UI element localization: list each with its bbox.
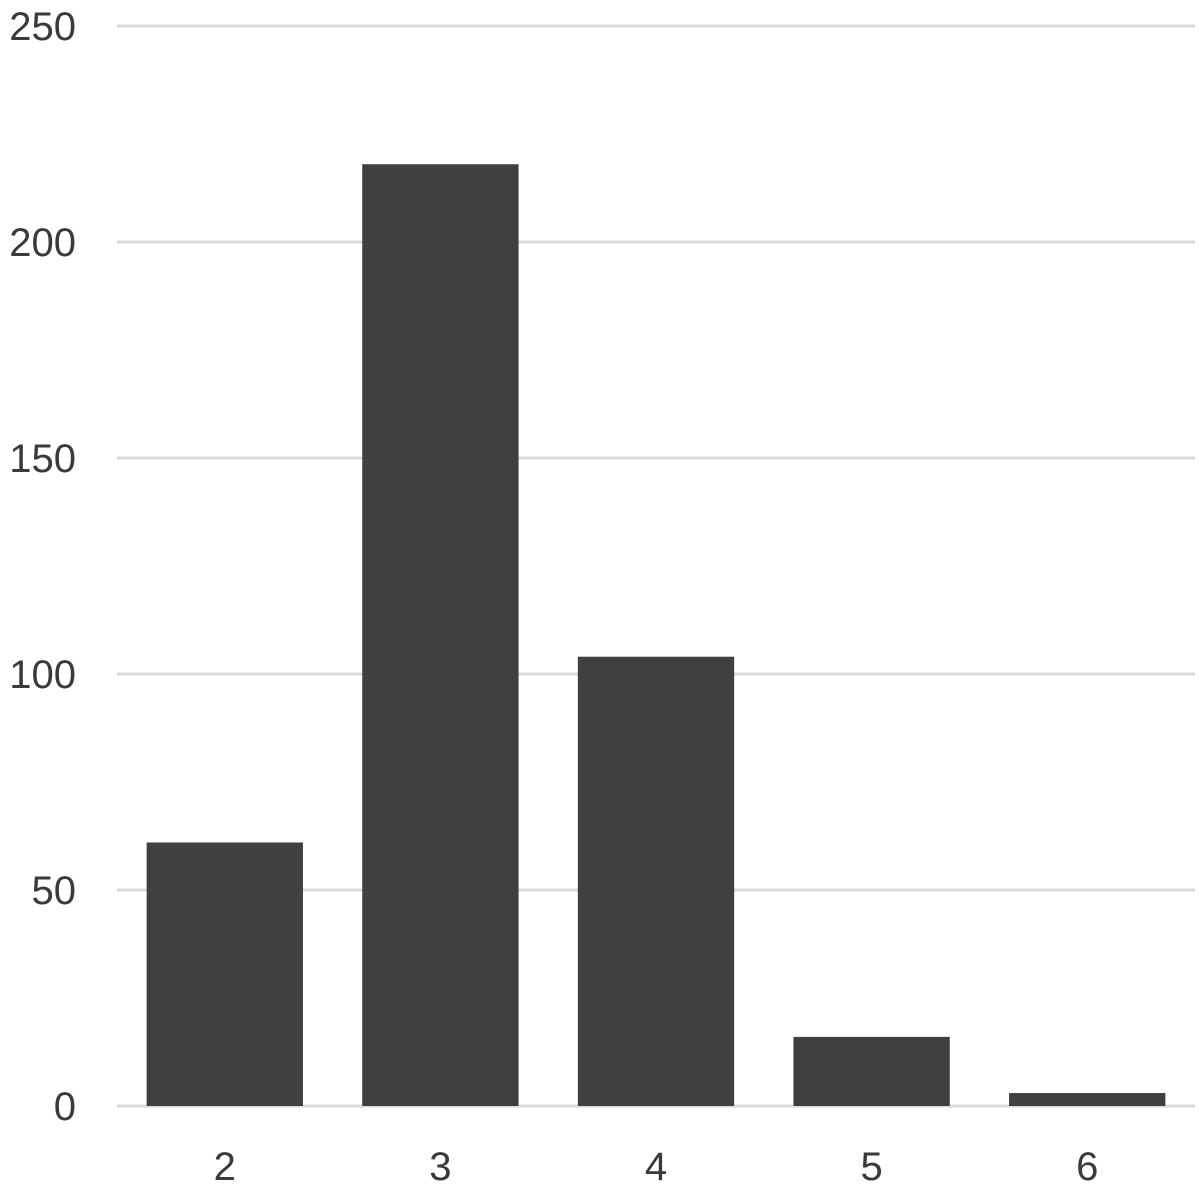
x-axis-ticks: 2 3 4 5 6 [214, 1145, 1099, 1185]
y-tick-label: 250 [9, 5, 76, 49]
bar-4 [577, 656, 735, 1106]
bars [146, 164, 1166, 1107]
bar-6 [1009, 1093, 1166, 1106]
y-axis-ticks: 0 50 100 150 200 250 [9, 5, 76, 1129]
y-tick-label: 50 [32, 869, 77, 913]
bar-2 [146, 842, 303, 1106]
x-tick-label: 4 [645, 1145, 667, 1185]
y-tick-label: 100 [9, 653, 76, 697]
bar-5 [793, 1036, 950, 1106]
y-tick-label: 150 [9, 437, 76, 481]
x-tick-label: 3 [429, 1145, 451, 1185]
x-tick-label: 2 [214, 1145, 236, 1185]
y-tick-label: 200 [9, 221, 76, 265]
x-tick-label: 6 [1076, 1145, 1098, 1185]
y-tick-label: 0 [54, 1085, 76, 1129]
x-tick-label: 5 [860, 1145, 882, 1185]
bar-3 [362, 164, 519, 1107]
